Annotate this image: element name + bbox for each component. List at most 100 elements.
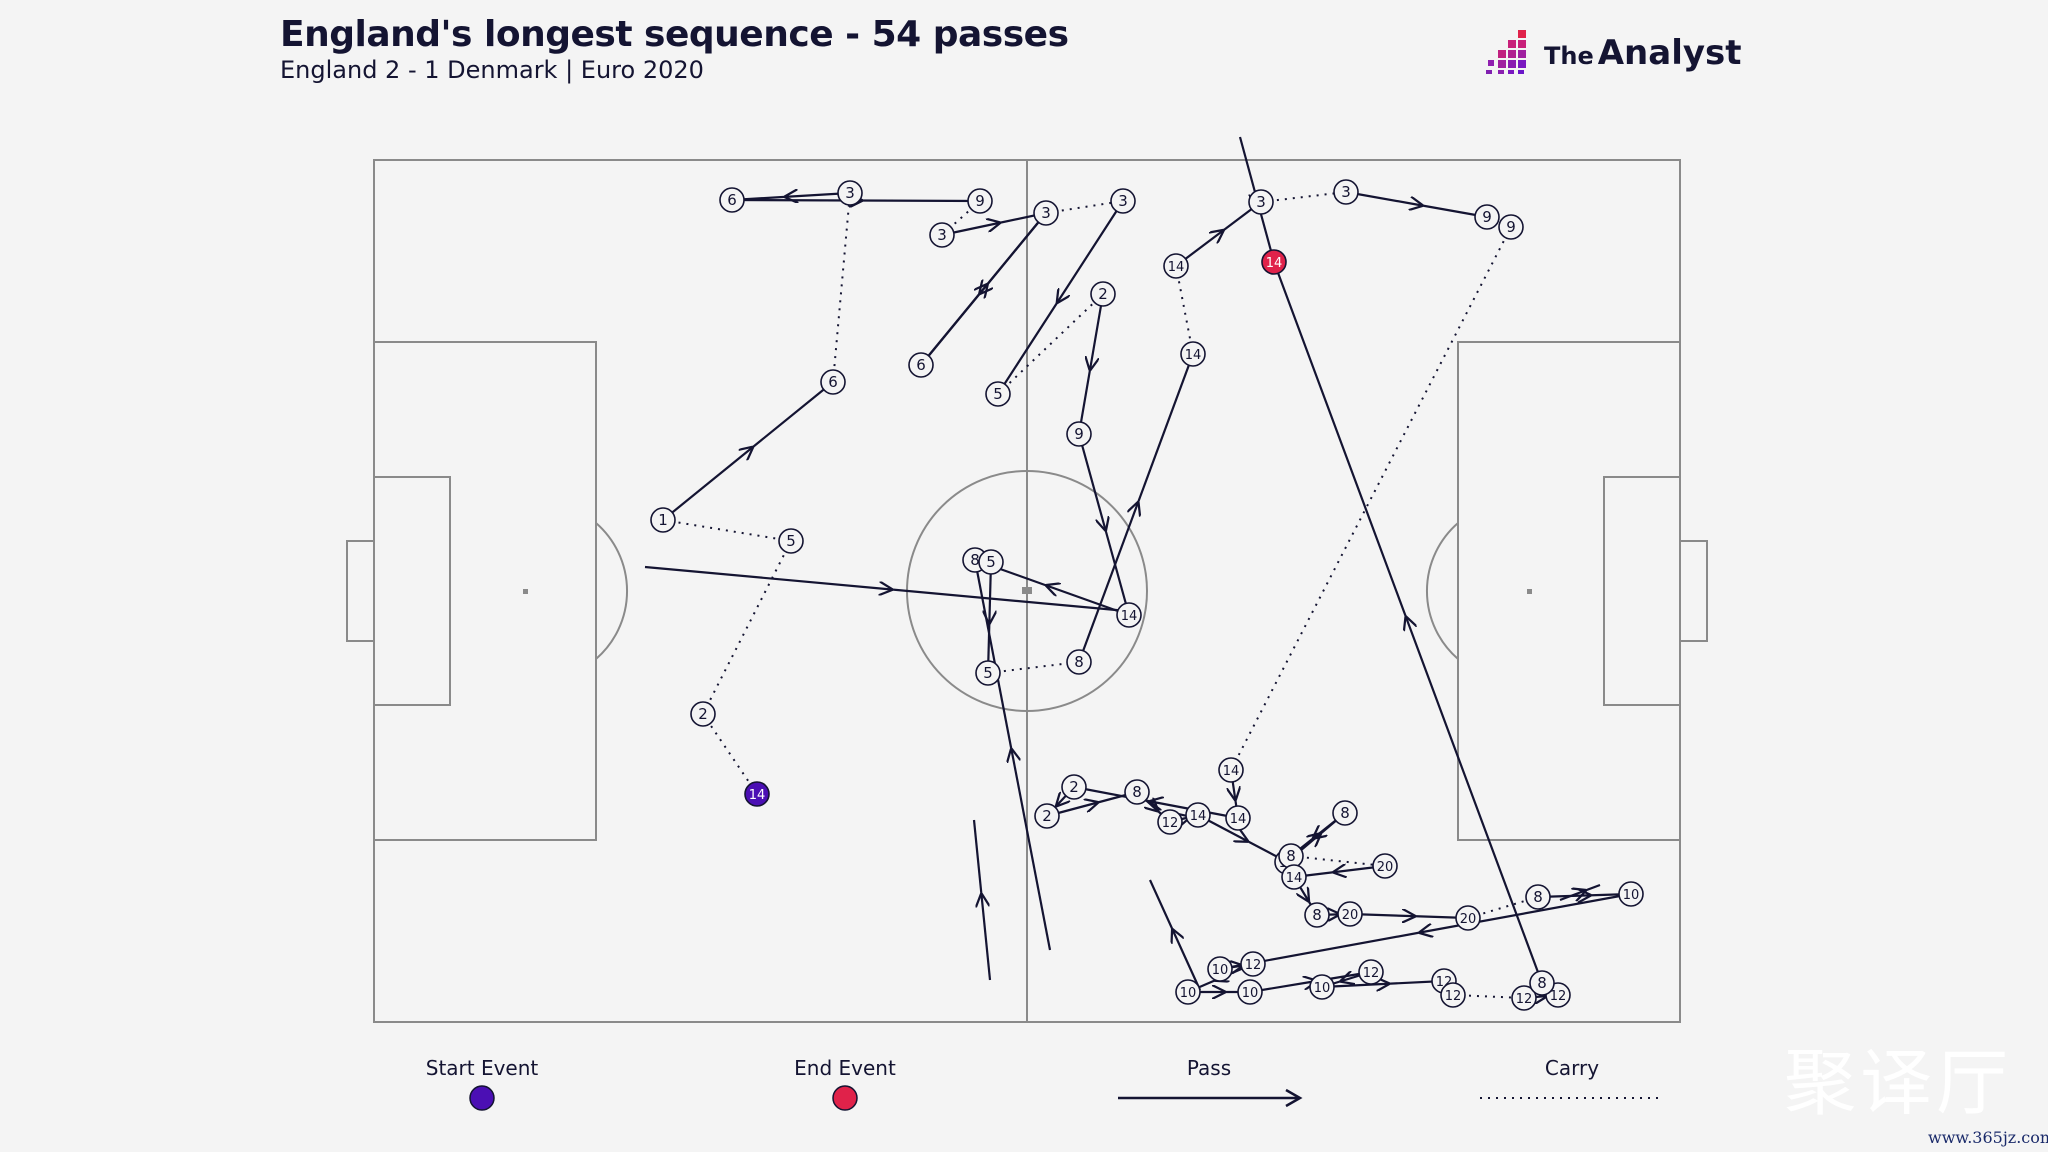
player-node: 2 <box>1034 803 1060 829</box>
player-node: 8 <box>1124 779 1150 805</box>
pass-line <box>997 200 1124 395</box>
carry-line <box>832 192 851 383</box>
right-goal <box>1679 540 1708 642</box>
player-number: 1 <box>658 511 668 529</box>
player-number: 12 <box>1245 958 1262 973</box>
player-number: 9 <box>1482 208 1492 226</box>
player-node: 20 <box>1455 905 1481 931</box>
player-node: 3 <box>837 180 863 206</box>
player-node: 10 <box>1309 974 1335 1000</box>
player-number: 3 <box>1341 183 1351 201</box>
player-number: 10 <box>1623 888 1640 903</box>
player-node: 12 <box>1511 985 1537 1011</box>
player-node: 3 <box>929 222 955 248</box>
player-number: 5 <box>983 664 993 682</box>
player-number: 5 <box>993 385 1003 403</box>
player-node: 10 <box>1237 979 1263 1005</box>
brand-name: Analyst <box>1597 33 1742 73</box>
player-number: 10 <box>1212 963 1229 978</box>
player-node: 14 <box>1163 253 1189 279</box>
pass-line <box>1349 914 1469 918</box>
legend-end-label: End Event <box>794 1056 896 1080</box>
player-node: 8 <box>1066 649 1092 675</box>
carry-line <box>662 519 792 542</box>
player-number: 8 <box>1074 653 1084 671</box>
centre-spot <box>1022 587 1032 594</box>
carry-line <box>1175 265 1194 355</box>
pass-line <box>1559 883 1601 900</box>
pass-line <box>1148 879 1202 991</box>
pass-line <box>920 212 1047 366</box>
player-number: 9 <box>1506 218 1516 236</box>
bar-grid-logo-icon <box>1486 30 1526 74</box>
player-number: 14 <box>1223 764 1240 779</box>
pass-line <box>1345 190 1488 219</box>
pass-line <box>1077 293 1105 435</box>
player-number: 8 <box>1312 906 1322 924</box>
carry-line <box>987 661 1080 674</box>
player-node: 1 <box>650 507 676 533</box>
pass-line <box>1321 981 1445 987</box>
pass-line <box>1175 201 1262 267</box>
legend-pass-arrow <box>1285 1088 1303 1108</box>
player-node: 8 <box>1304 902 1330 928</box>
player-node: 9 <box>1066 421 1092 447</box>
player-node: 10 <box>1618 881 1644 907</box>
sequence-lines <box>644 136 1632 998</box>
player-number: 10 <box>1314 981 1331 996</box>
player-node: 9 <box>1474 204 1500 230</box>
player-node: 20 <box>1372 853 1398 879</box>
pitch-markings <box>346 159 1708 1023</box>
player-number: 14 <box>1190 809 1207 824</box>
player-node: 20 <box>1337 901 1363 927</box>
left-penalty-area <box>373 341 597 841</box>
player-number: 6 <box>916 356 926 374</box>
player-node: 12 <box>1440 982 1466 1008</box>
player-node: 8 <box>1278 843 1304 869</box>
player-number: 12 <box>1516 992 1533 1007</box>
player-number: 5 <box>786 532 796 550</box>
brand-logo: The Analyst <box>1484 28 1742 78</box>
player-node: 8 <box>1525 884 1551 910</box>
player-number: 12 <box>1550 989 1567 1004</box>
player-node: 5 <box>975 660 1001 686</box>
player-node: 14 <box>1116 602 1142 628</box>
legend <box>469 1085 1658 1111</box>
player-node: 2 <box>690 701 716 727</box>
player-number: 8 <box>970 551 980 569</box>
player-node: 14 <box>1180 341 1206 367</box>
player-number: 14 <box>1266 256 1283 271</box>
legend-start-marker <box>469 1085 495 1111</box>
player-node: 14 <box>1225 805 1251 831</box>
match-subtitle: England 2 - 1 Denmark | Euro 2020 <box>280 56 704 84</box>
player-number: 2 <box>1098 285 1108 303</box>
player-number: 3 <box>1118 192 1128 210</box>
carry-line <box>1260 191 1347 203</box>
legend-carry-label: Carry <box>1544 1056 1600 1080</box>
player-node: 3 <box>1333 179 1359 205</box>
player-number: 6 <box>828 373 838 391</box>
player-node: 5 <box>985 381 1011 407</box>
player-node: 2 <box>1090 281 1116 307</box>
player-number: 3 <box>1041 204 1051 222</box>
player-number: 20 <box>1377 860 1394 875</box>
player-number: 12 <box>1162 816 1179 831</box>
pass-line <box>1046 790 1138 818</box>
player-node: 3 <box>1110 188 1136 214</box>
player-number: 14 <box>1286 871 1303 886</box>
legend-end-marker <box>832 1085 858 1111</box>
player-node: 5 <box>978 549 1004 575</box>
player-node: 3 <box>1033 200 1059 226</box>
player-number: 12 <box>1445 989 1462 1004</box>
player-number: 8 <box>1537 974 1547 992</box>
pass-line <box>1272 261 1544 984</box>
watermark-url: www.365jz.com <box>1928 1128 2048 1147</box>
carry-line <box>702 713 758 795</box>
carry-line <box>997 293 1104 395</box>
player-number: 10 <box>1242 986 1259 1001</box>
carry-line <box>1290 855 1386 867</box>
player-number: 8 <box>1340 804 1350 822</box>
player-number: 3 <box>845 184 855 202</box>
